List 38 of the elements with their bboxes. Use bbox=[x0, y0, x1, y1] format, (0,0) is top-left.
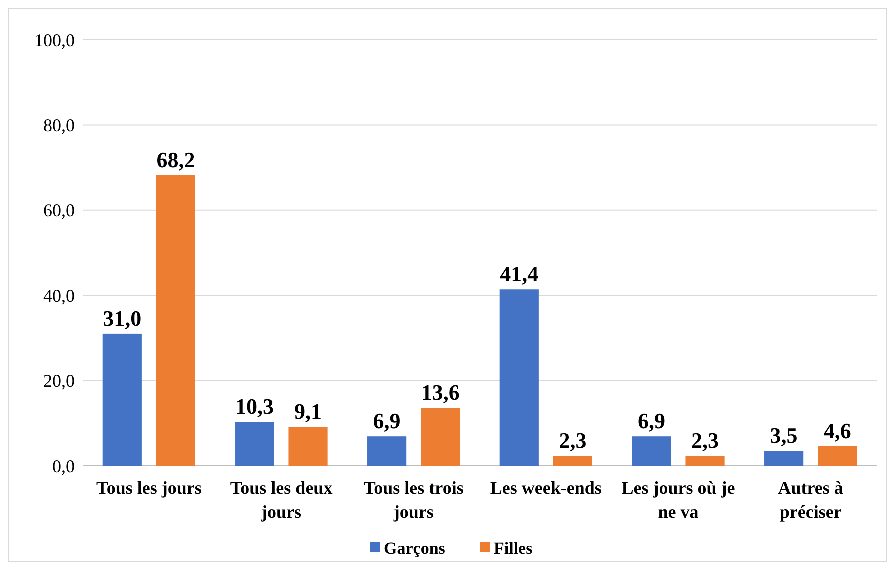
bar bbox=[102, 334, 142, 466]
y-tick-label: 20,0 bbox=[44, 371, 75, 392]
x-tick-label: Tous les jours bbox=[96, 478, 202, 498]
data-label: 9,1 bbox=[294, 399, 322, 424]
bar bbox=[500, 290, 539, 466]
x-tick-label: Les jours où je ne va bbox=[622, 478, 736, 522]
bar bbox=[235, 422, 274, 466]
y-tick-label: 100,0 bbox=[34, 30, 75, 50]
y-tick-label: 60,0 bbox=[44, 200, 75, 221]
data-label: 2,3 bbox=[692, 428, 720, 454]
data-label: 2,3 bbox=[559, 428, 587, 454]
bar bbox=[368, 436, 407, 466]
x-tick-label: Tous les deux jours bbox=[230, 478, 333, 522]
data-label: 3,5 bbox=[770, 423, 798, 448]
x-tick-label: Autres à préciser bbox=[778, 478, 844, 522]
bar bbox=[686, 456, 725, 466]
data-label: 6,9 bbox=[373, 408, 401, 434]
bar bbox=[764, 451, 804, 466]
x-tick-label: Tous les trois jours bbox=[364, 478, 464, 522]
bar bbox=[156, 175, 196, 466]
data-label: 6,9 bbox=[638, 408, 666, 434]
y-tick-label: 0,0 bbox=[52, 456, 75, 476]
legend-label: Garçons bbox=[384, 538, 446, 558]
x-tick-label: Les week-ends bbox=[490, 478, 602, 498]
bar bbox=[818, 446, 858, 466]
bar bbox=[553, 456, 592, 466]
bar bbox=[421, 408, 460, 466]
data-label: 41,4 bbox=[500, 262, 539, 287]
legend-label: Filles bbox=[494, 538, 534, 558]
y-tick-label: 40,0 bbox=[44, 286, 75, 306]
data-label: 13,6 bbox=[421, 380, 460, 406]
data-label: 31,0 bbox=[103, 306, 142, 331]
bar bbox=[632, 436, 672, 466]
y-tick-label: 80,0 bbox=[44, 116, 75, 136]
data-label: 10,3 bbox=[235, 394, 274, 420]
data-label: 4,6 bbox=[824, 418, 852, 444]
data-label: 68,2 bbox=[156, 147, 196, 172]
bar bbox=[288, 427, 328, 466]
